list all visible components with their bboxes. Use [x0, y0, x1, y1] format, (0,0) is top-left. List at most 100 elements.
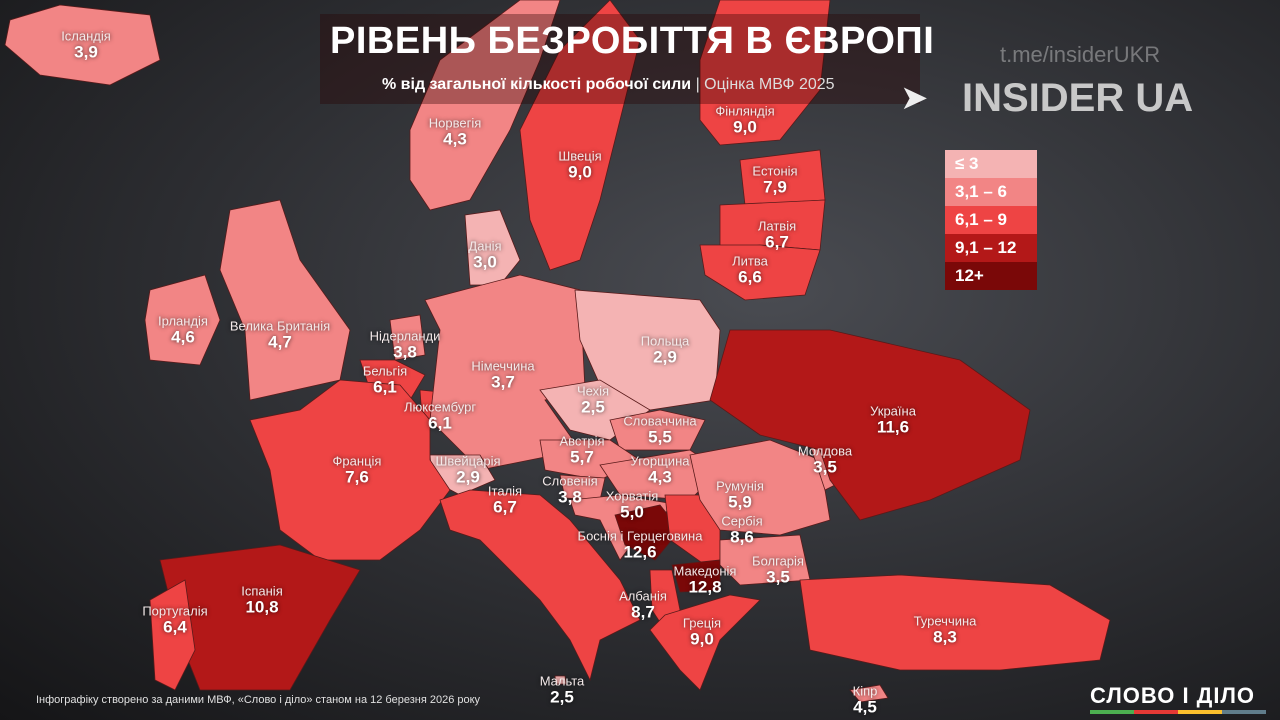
legend: ≤ 3 3,1 – 6 6,1 – 9 9,1 – 12 12+	[945, 150, 1037, 290]
country-shape	[409, 0, 561, 211]
country-name: Македонія	[673, 563, 737, 579]
legend-item: 3,1 – 6	[945, 178, 1037, 206]
country-name: Велика Британія	[229, 318, 331, 334]
country-name: Німеччина	[471, 358, 535, 374]
country-label: Австрія 5,7	[559, 434, 604, 465]
country-name: Молдова	[797, 443, 853, 459]
country-label: Литва 6,6	[732, 254, 768, 285]
country-name: Чехія	[576, 383, 610, 399]
legend-item: 6,1 – 9	[945, 206, 1037, 234]
country-label: Польща 2,9	[641, 334, 690, 365]
unemployment-value: 3,0	[473, 251, 497, 271]
country-name: Фінляндія	[715, 103, 775, 119]
country-name: Кіпр	[852, 683, 878, 699]
country-name: Сербія	[721, 513, 763, 529]
country-label: Боснія і Герцеговина 12,6	[578, 529, 703, 560]
country-name: Україна	[870, 403, 916, 419]
country-name: Бельгія	[362, 363, 408, 379]
country-label: Ісландія 3,9	[61, 29, 111, 60]
country-name: Італія	[487, 483, 523, 499]
unemployment-value: 9,0	[690, 628, 714, 648]
country-name: Литва	[732, 253, 768, 269]
unemployment-value: 6,4	[163, 616, 187, 636]
country-label: Люксембург 6,1	[404, 400, 476, 431]
unemployment-value: 2,9	[456, 466, 480, 486]
country-label: Португалія 6,4	[142, 604, 207, 635]
country-name: Ісландія	[61, 28, 111, 44]
country-label: Естонія 7,9	[752, 164, 797, 195]
country-name: Мальта	[539, 673, 585, 689]
unemployment-value: 5,7	[570, 446, 594, 466]
country-shape	[699, 244, 821, 301]
unemployment-value: 2,9	[653, 346, 677, 366]
unemployment-value: 6,1	[373, 376, 397, 396]
unemployment-value: 11,6	[876, 416, 910, 436]
country-name: Швеція	[558, 148, 602, 164]
country-label: Італія 6,7	[488, 484, 522, 515]
unemployment-value: 2,5	[550, 686, 574, 706]
country-label: Іспанія 10,8	[241, 584, 283, 615]
country-name: Данія	[468, 238, 502, 254]
country-name: Греція	[682, 615, 722, 631]
country-name: Угорщина	[630, 453, 690, 469]
country-label: Німеччина 3,7	[471, 359, 534, 390]
country-shape	[799, 574, 1111, 671]
country-label: Чехія 2,5	[577, 384, 609, 415]
country-name: Латвія	[757, 218, 797, 234]
country-name: Туреччина	[913, 613, 977, 629]
page-title: РІВЕНЬ БЕЗРОБІТТЯ В ЄВРОПІ	[330, 20, 935, 62]
country-shape	[519, 0, 641, 271]
unemployment-value: 4,7	[268, 331, 292, 351]
country-name: Польща	[640, 333, 690, 349]
country-label: Хорватія 5,0	[606, 489, 659, 520]
unemployment-value: 10,8	[245, 596, 279, 616]
country-name: Франція	[332, 453, 382, 469]
country-label: Латвія 6,7	[758, 219, 796, 250]
unemployment-value: 9,0	[568, 161, 592, 181]
country-name: Швейцарія	[435, 453, 501, 469]
country-label: Фінляндія 9,0	[715, 104, 774, 135]
country-label: Румунія 5,9	[716, 479, 764, 510]
country-name: Естонія	[752, 163, 798, 179]
unemployment-value: 7,9	[763, 176, 787, 196]
unemployment-value: 3,9	[74, 41, 98, 61]
source-note: Інфографіку створено за даними МВФ, «Сло…	[36, 694, 481, 706]
country-label: Мальта 2,5	[540, 674, 585, 705]
unemployment-value: 2,5	[581, 396, 605, 416]
country-label: Ірландія 4,6	[158, 314, 208, 345]
unemployment-value: 6,1	[428, 412, 452, 432]
legend-item: ≤ 3	[945, 150, 1037, 178]
country-name: Люксембург	[403, 399, 477, 415]
country-shape	[709, 329, 1031, 521]
country-name: Австрія	[559, 433, 605, 449]
unemployment-value: 3,5	[766, 566, 790, 586]
country-label: Кіпр 4,5	[853, 684, 878, 715]
subtitle-separator: |	[691, 76, 705, 93]
unemployment-value: 3,5	[813, 456, 837, 476]
country-shape	[144, 274, 221, 366]
unemployment-value: 6,7	[765, 231, 789, 251]
country-shape	[671, 559, 721, 593]
country-shape	[699, 0, 831, 146]
country-label: Словаччина 5,5	[623, 414, 696, 445]
country-label: Швеція 9,0	[558, 149, 601, 180]
country-label: Франція 7,6	[333, 454, 382, 485]
country-shape	[464, 209, 521, 286]
country-label: Норвегія 4,3	[429, 116, 482, 147]
subtitle-main: % від загальної кількості робочої сили	[382, 76, 692, 93]
unemployment-value: 4,3	[648, 466, 672, 486]
country-shape	[649, 594, 761, 691]
title-backdrop	[320, 14, 920, 104]
country-name: Словаччина	[623, 413, 697, 429]
country-shape	[689, 439, 831, 536]
country-name: Словенія	[542, 473, 598, 489]
country-shape	[719, 534, 811, 586]
country-label: Словенія 3,8	[542, 474, 597, 505]
slovo-i-dilo-logo: СЛОВО І ДІЛО	[1090, 683, 1256, 708]
country-label: Угорщина 4,3	[631, 454, 690, 485]
country-label: Болгарія 3,5	[752, 554, 804, 585]
legend-item: 12+	[945, 262, 1037, 290]
country-shape	[149, 579, 196, 691]
country-name: Нідерланди	[369, 328, 441, 344]
country-shape	[849, 684, 889, 703]
